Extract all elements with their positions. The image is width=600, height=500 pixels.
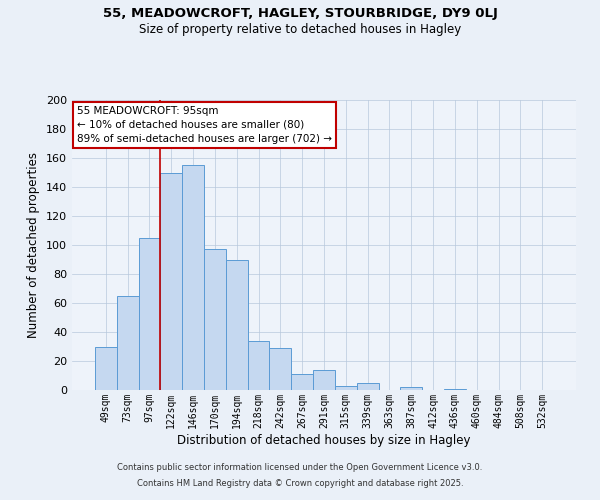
Bar (444, 388, 466, 390)
Bar (226, 260, 248, 390)
Text: Contains public sector information licensed under the Open Government Licence v3: Contains public sector information licen… (118, 464, 482, 472)
Bar (117, 296, 139, 390)
Text: 55 MEADOWCROFT: 95sqm
← 10% of detached houses are smaller (80)
89% of semi-deta: 55 MEADOWCROFT: 95sqm ← 10% of detached … (77, 106, 332, 144)
Bar (248, 340, 269, 390)
Bar (400, 387, 422, 390)
Bar (139, 238, 160, 390)
Bar (160, 172, 182, 390)
Y-axis label: Number of detached properties: Number of detached properties (28, 152, 40, 338)
Bar (335, 386, 357, 390)
Text: Contains HM Land Registry data © Crown copyright and database right 2025.: Contains HM Land Registry data © Crown c… (137, 478, 463, 488)
Bar (182, 165, 204, 390)
X-axis label: Distribution of detached houses by size in Hagley: Distribution of detached houses by size … (177, 434, 471, 446)
Bar (204, 250, 226, 390)
Bar (357, 383, 379, 390)
Text: Size of property relative to detached houses in Hagley: Size of property relative to detached ho… (139, 22, 461, 36)
Bar (313, 370, 335, 390)
Bar (269, 348, 291, 390)
Bar (95, 346, 117, 390)
Bar (291, 374, 313, 390)
Text: 55, MEADOWCROFT, HAGLEY, STOURBRIDGE, DY9 0LJ: 55, MEADOWCROFT, HAGLEY, STOURBRIDGE, DY… (103, 8, 497, 20)
